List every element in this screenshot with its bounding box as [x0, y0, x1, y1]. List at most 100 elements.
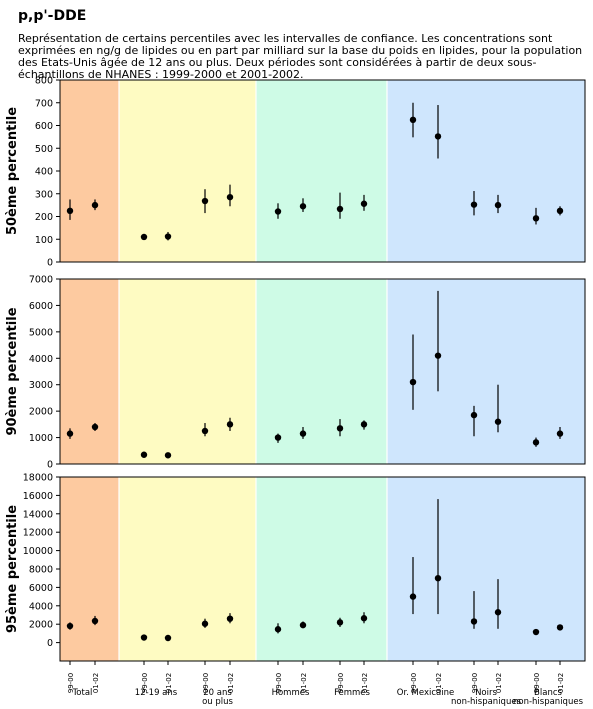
y-tick-label: 0 — [47, 638, 53, 649]
y-axis-label: 50ème percentile — [5, 107, 20, 235]
x-tick-label: 01-02 — [557, 673, 565, 693]
group-label: Total — [72, 688, 93, 698]
band-1 — [119, 477, 188, 661]
data-point — [140, 451, 148, 458]
x-tick-label: 99-00 — [275, 673, 283, 693]
page-title: p,p'-DDE — [18, 8, 87, 24]
y-tick-label: 0 — [47, 460, 53, 471]
data-point — [532, 628, 540, 636]
data-point — [336, 205, 344, 213]
y-tick-label: 800 — [35, 76, 53, 87]
band-3 — [256, 80, 322, 262]
panel-3: 0 2000 4000 6000 8000 10000 12000 14000 16000 180… — [5, 473, 586, 662]
band-5 — [387, 80, 452, 262]
y-tick-label: 400 — [35, 167, 53, 178]
y-tick-label: 200 — [35, 212, 53, 223]
data-point — [299, 203, 307, 210]
x-tick-label: 01-02 — [300, 673, 308, 693]
group-label: Femmes — [334, 688, 370, 698]
data-point — [360, 615, 368, 622]
y-tick-label: 3000 — [29, 380, 53, 391]
x-tick-label: 01-02 — [495, 673, 503, 693]
data-point — [164, 233, 172, 240]
data-point — [140, 233, 148, 241]
x-tick-label: 01-02 — [361, 673, 369, 693]
y-tick-label: 6000 — [29, 583, 53, 594]
band-0 — [60, 80, 119, 262]
x-tick-label: 99-00 — [337, 673, 345, 693]
data-point — [470, 618, 478, 625]
panel-2: 0 1000 2000 3000 4000 5000 6000 7000 90ème perce… — [5, 275, 586, 471]
y-tick-label: 5000 — [29, 327, 53, 338]
y-tick-label: 500 — [35, 144, 53, 155]
data-point — [556, 624, 564, 631]
band-7 — [518, 279, 585, 464]
chart-subtitle: Représentation de certains percentiles a… — [18, 32, 583, 81]
y-tick-label: 2000 — [29, 620, 53, 631]
group-label: Blancs — [534, 688, 562, 698]
y-tick-label: 8000 — [29, 565, 53, 576]
band-7 — [518, 80, 585, 262]
data-point — [494, 609, 502, 616]
data-point — [470, 201, 478, 208]
data-point — [66, 207, 74, 215]
x-axis-labels: 99-00 01-02 99-00 01-02 99-00 01-02 99-00 01-02… — [67, 661, 584, 707]
y-tick-label: 300 — [35, 189, 53, 200]
y-tick-label: 14000 — [23, 509, 53, 520]
x-tick-label: 99-00 — [141, 673, 149, 693]
x-tick-label: 99-00 — [67, 673, 75, 693]
data-point — [360, 200, 368, 207]
y-axis-label: 90ème percentile — [5, 307, 20, 435]
band-2 — [188, 279, 256, 464]
data-point — [66, 430, 74, 437]
data-point — [299, 621, 307, 629]
band-2 — [188, 80, 256, 262]
band-7 — [518, 477, 585, 661]
y-tick-label: 7000 — [29, 275, 53, 286]
band-4 — [322, 477, 387, 661]
band-2 — [188, 477, 256, 661]
y-tick-label: 0 — [47, 258, 53, 269]
data-point — [201, 620, 209, 627]
data-point — [434, 352, 442, 359]
x-tick-label: 99-00 — [471, 673, 479, 693]
group-label: non-hispaniques — [513, 697, 584, 707]
data-point — [226, 421, 234, 428]
data-point — [140, 634, 148, 641]
data-point — [434, 575, 442, 582]
band-6 — [452, 279, 518, 464]
y-tick-label: 700 — [35, 98, 53, 109]
data-point — [409, 593, 417, 600]
data-point — [164, 452, 172, 459]
data-point — [360, 421, 368, 428]
y-tick-label: 18000 — [23, 473, 53, 484]
band-3 — [256, 477, 322, 661]
x-tick-label: 99-00 — [410, 673, 418, 693]
data-point — [409, 378, 417, 386]
x-tick-label: 01-02 — [435, 673, 443, 693]
data-point — [434, 133, 442, 140]
band-6 — [452, 80, 518, 262]
group-label: Hommes — [272, 688, 310, 698]
y-tick-label: 100 — [35, 235, 53, 246]
x-tick-label: 99-00 — [202, 673, 210, 693]
data-point — [494, 418, 502, 425]
data-point — [91, 201, 99, 209]
panel-1: 0 100 200 300 400 500 600 700 800 50ème percentil… — [5, 76, 586, 269]
band-1 — [119, 80, 188, 262]
band-5 — [387, 477, 452, 661]
x-tick-label: 01-02 — [92, 673, 100, 693]
data-point — [201, 427, 209, 435]
data-point — [201, 197, 209, 205]
data-point — [274, 626, 282, 633]
data-point — [532, 215, 540, 222]
y-tick-label: 1000 — [29, 433, 53, 444]
data-point — [66, 622, 74, 630]
panel-frame — [59, 278, 586, 465]
y-tick-label: 6000 — [29, 301, 53, 312]
data-point — [336, 425, 344, 432]
band-4 — [322, 279, 387, 464]
data-point — [556, 430, 564, 437]
data-point — [494, 201, 502, 209]
